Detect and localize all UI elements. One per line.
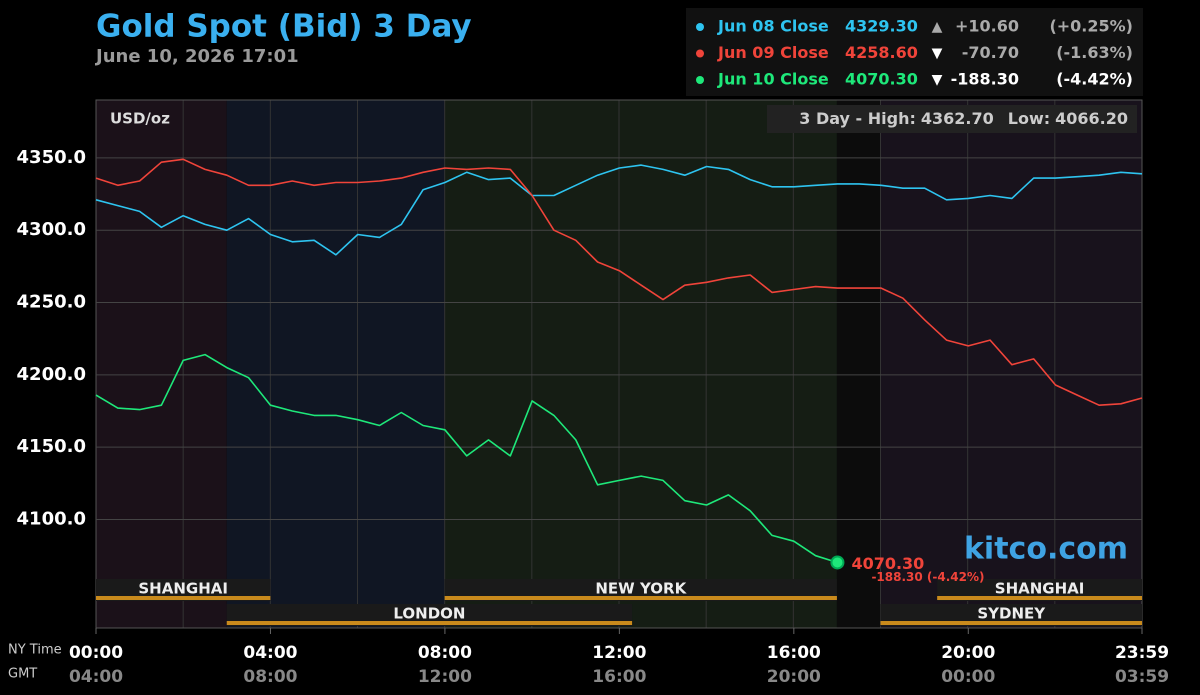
- legend-change: +10.60: [955, 17, 1019, 36]
- last-point: [830, 555, 845, 570]
- legend-change: -70.70: [962, 43, 1019, 62]
- session-shade: [836, 100, 881, 628]
- session-bar: [880, 621, 1142, 625]
- legend-close: 4329.30: [845, 17, 918, 36]
- legend-change-pct: (-1.63%): [1056, 43, 1133, 62]
- last-value: 4070.30: [851, 554, 924, 573]
- session-bg: [96, 579, 271, 601]
- chart-subtitle: June 10, 2026 17:01: [94, 46, 299, 67]
- range-prefix: 3 Day - High:: [799, 109, 916, 128]
- session-bar: [937, 596, 1142, 600]
- y-tick-label: 4300.0: [17, 219, 86, 240]
- session-bg: [226, 604, 633, 626]
- legend-direction: ▼: [932, 46, 943, 62]
- brand: kitco.com: [964, 532, 1128, 567]
- x-tick-label: 20:00: [941, 643, 995, 663]
- legend-dot: [696, 49, 704, 58]
- legend-direction: ▼: [932, 72, 943, 88]
- session-shade: [226, 100, 445, 628]
- session-label: SYDNEY: [977, 605, 1046, 623]
- x2-tick-label: 08:00: [243, 667, 297, 687]
- session-label: SHANGHAI: [138, 580, 228, 598]
- x-tick-label: 00:00: [69, 643, 123, 663]
- x-tick-label: 04:00: [243, 643, 297, 663]
- legend-change: -188.30: [951, 70, 1019, 89]
- legend-close: 4070.30: [845, 70, 918, 89]
- unit-label: USD/oz: [110, 110, 170, 128]
- x2-axis-label: GMT: [8, 667, 37, 682]
- legend-change-pct: (+0.25%): [1049, 17, 1133, 36]
- range-box: [767, 105, 1137, 133]
- y-tick-label: 4350.0: [17, 147, 86, 168]
- session-shade: [444, 100, 837, 628]
- session-label: NEW YORK: [595, 580, 687, 598]
- session-bg: [444, 579, 837, 601]
- session-label: LONDON: [393, 605, 465, 623]
- range-text: 3 Day - High: 4362.70 Low: 4066.20: [799, 109, 1128, 128]
- session-bg: [937, 579, 1142, 601]
- x-tick-label: 23:59: [1115, 643, 1169, 663]
- legend-change-pct: (-4.42%): [1056, 70, 1133, 89]
- range-low: 4066.20: [1055, 109, 1128, 128]
- x2-tick-label: 16:00: [592, 667, 646, 687]
- legend-close: 4258.60: [845, 43, 918, 62]
- y-tick-label: 4150.0: [17, 436, 86, 457]
- session-bar: [226, 621, 633, 625]
- session-bar: [96, 596, 271, 600]
- x-tick-label: 08:00: [418, 643, 472, 663]
- price-line: [95, 353, 838, 564]
- legend-direction: ▲: [932, 19, 943, 35]
- x2-tick-label: 00:00: [941, 667, 995, 687]
- x2-tick-label: 20:00: [767, 667, 821, 687]
- x2-tick-label: 04:00: [69, 667, 123, 687]
- x2-tick-label: 12:00: [418, 667, 472, 687]
- range-low-prefix: Low:: [1008, 109, 1050, 128]
- y-tick-label: 4100.0: [17, 509, 86, 530]
- legend-name: Jun 08 Close: [717, 17, 829, 36]
- x-tick-label: 16:00: [767, 643, 821, 663]
- legend-dot: [696, 23, 704, 31]
- session-bar: [444, 596, 837, 600]
- legend-box: [686, 8, 1143, 96]
- x2-tick-label: 03:59: [1115, 667, 1169, 687]
- last-change: -188.30 (-4.42%): [871, 570, 984, 584]
- legend-dot: [696, 76, 704, 84]
- legend-name: Jun 09 Close: [717, 43, 829, 62]
- x-axis-label: NY Time: [8, 643, 62, 658]
- chart-title: Gold Spot (Bid) 3 Day: [96, 9, 472, 45]
- range-high: 4362.70: [921, 109, 994, 128]
- price-line: [95, 158, 1143, 406]
- y-tick-label: 4250.0: [17, 292, 86, 313]
- legend-name: Jun 10 Close: [717, 70, 829, 89]
- session-shade: [96, 100, 227, 628]
- y-tick-label: 4200.0: [17, 364, 86, 385]
- session-bg: [880, 604, 1142, 626]
- x-tick-label: 12:00: [592, 643, 646, 663]
- session-label: SHANGHAI: [995, 580, 1085, 598]
- price-line: [95, 164, 1143, 256]
